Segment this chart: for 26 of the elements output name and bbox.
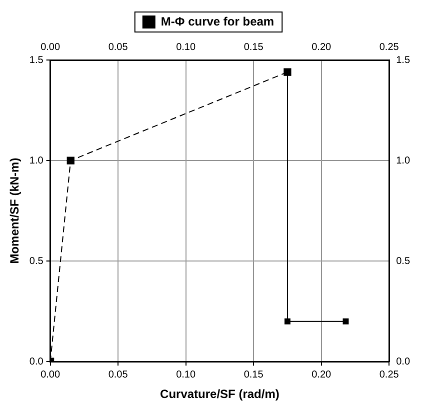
x-tick-label: 0.25: [379, 42, 400, 53]
x-tick-label: 0.15: [244, 42, 264, 53]
y2-tick-label: 0.5: [396, 256, 410, 267]
x-tick-label: 0.10: [176, 42, 196, 53]
x2-tick-label: 0.20: [312, 369, 332, 380]
x2-tick-label: 0.00: [40, 369, 60, 380]
y-tick-label: 1.0: [29, 155, 44, 166]
x2-tick-label: 0.25: [379, 369, 400, 380]
x-tick-label: 0.00: [40, 42, 60, 53]
x-tick-label: 0.05: [108, 42, 128, 53]
y2-tick-label: 1.5: [396, 54, 410, 66]
x2-tick-label: 0.05: [108, 369, 128, 380]
x2-tick-label: 0.15: [244, 369, 264, 380]
x-tick-label: 0.20: [312, 42, 332, 53]
point: [342, 318, 349, 324]
x2-tick-label: 0.10: [176, 369, 196, 380]
y-axis-title: Moment/SF (kN-m): [8, 158, 22, 264]
y-tick-label: 0.5: [29, 256, 44, 267]
point: [66, 156, 74, 164]
point: [284, 318, 290, 324]
x-axis-title: Curvature/SF (rad/m): [160, 387, 280, 402]
y-tick-label: 0.0: [29, 356, 44, 368]
y-tick-label: 1.5: [29, 54, 44, 66]
y2-tick-label: 0.0: [396, 356, 410, 368]
y2-tick-label: 1.0: [396, 155, 410, 166]
legend-label: M-Φ curve for beam: [160, 14, 274, 28]
